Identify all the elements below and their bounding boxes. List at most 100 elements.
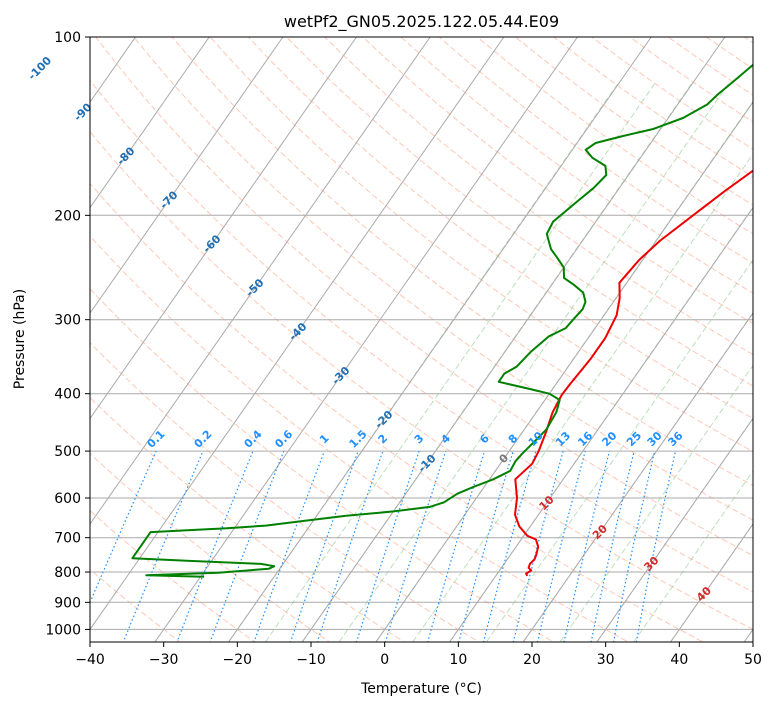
mixing-ratio-label: 0.6 bbox=[272, 427, 295, 450]
moist-adiabat-line bbox=[486, 259, 753, 642]
mixing-ratio-label: 0.4 bbox=[242, 427, 265, 450]
warm-isotherm-label: 40 bbox=[694, 584, 714, 604]
isotherm-line bbox=[743, 628, 753, 642]
isotherm-label: -10 bbox=[415, 452, 438, 475]
x-axis-ticks: −40 −30 −20 −10 0 10 20 30 40 50 bbox=[75, 642, 762, 668]
dry-adiabat-line bbox=[90, 235, 630, 642]
isotherm-line bbox=[522, 312, 753, 642]
y-axis-label: Pressure (hPa) bbox=[12, 289, 28, 389]
isotherm-line bbox=[90, 37, 431, 525]
y-axis-ticks: 1000 900 800 700 600 500 400 300 200 100 bbox=[45, 30, 90, 638]
x-tick-label: 40 bbox=[670, 652, 688, 668]
mixing-ratio-lines bbox=[90, 450, 677, 642]
y-tick-label: 800 bbox=[54, 565, 81, 581]
mixing-ratio-label: 30 bbox=[645, 429, 665, 449]
dewpoint-line bbox=[131, 63, 753, 578]
mixing-ratio-line bbox=[536, 450, 586, 642]
mixing-ratio-line bbox=[590, 450, 635, 642]
dry-adiabats bbox=[90, 37, 753, 642]
x-axis-label: Temperature (°C) bbox=[360, 681, 482, 697]
dry-adiabat-line bbox=[90, 288, 555, 642]
moist-adiabat-line bbox=[670, 522, 753, 642]
pressure-gridlines bbox=[90, 37, 753, 630]
x-tick-label: 30 bbox=[597, 652, 615, 668]
mixing-ratio-line bbox=[253, 450, 325, 642]
mixing-ratio-label: 8 bbox=[506, 432, 521, 447]
dry-adiabat-line bbox=[90, 130, 753, 630]
warm-isotherm-label: 10 bbox=[537, 493, 557, 513]
x-tick-label: 10 bbox=[449, 652, 467, 668]
x-tick-label: −20 bbox=[223, 652, 253, 668]
isotherm-line bbox=[90, 37, 357, 420]
moist-adiabat-line bbox=[633, 470, 753, 642]
isotherm-label: -100 bbox=[26, 54, 55, 83]
dry-adiabat-line bbox=[247, 37, 753, 420]
x-tick-label: −40 bbox=[75, 652, 105, 668]
mixing-ratio-label: 2 bbox=[376, 432, 391, 447]
mixing-ratio-label: 25 bbox=[624, 429, 644, 449]
y-tick-label: 600 bbox=[54, 491, 81, 507]
y-tick-label: 900 bbox=[54, 595, 81, 611]
dry-adiabat-line bbox=[400, 37, 753, 294]
skewed-isotherms bbox=[0, 37, 753, 642]
y-tick-label: 300 bbox=[54, 313, 81, 329]
plot-frame bbox=[89, 36, 754, 643]
chart-title: wetPf2_GN05.2025.122.05.44.E09 bbox=[284, 12, 559, 32]
y-tick-label: 1000 bbox=[45, 622, 81, 638]
x-tick-label: −10 bbox=[296, 652, 326, 668]
moist-adiabat-line bbox=[265, 83, 655, 642]
mixing-ratio-line bbox=[316, 450, 384, 642]
moist-adiabat-line bbox=[449, 206, 753, 642]
dry-adiabat-line bbox=[90, 510, 256, 642]
moist-adiabat-line bbox=[596, 417, 753, 642]
isotherm-label: -50 bbox=[243, 276, 266, 299]
x-tick-label: 0 bbox=[380, 652, 389, 668]
mixing-ratio-label: 0.2 bbox=[192, 428, 215, 451]
mixing-ratio-line bbox=[458, 450, 514, 642]
mixing-ratio-label: 0.1 bbox=[145, 428, 168, 451]
dry-adiabat-line bbox=[90, 182, 704, 642]
isotherm-label: -30 bbox=[329, 364, 352, 387]
dry-adiabat-line bbox=[90, 79, 753, 593]
isotherm-line bbox=[449, 206, 753, 642]
y-tick-label: 700 bbox=[54, 531, 81, 547]
dry-adiabat-line bbox=[133, 37, 753, 521]
x-tick-label: 20 bbox=[523, 652, 541, 668]
moist-adiabat-line bbox=[338, 83, 729, 642]
y-tick-label: 500 bbox=[54, 444, 81, 460]
dry-adiabat-line bbox=[362, 37, 753, 325]
isotherm-line bbox=[90, 37, 210, 209]
mixing-ratio-line bbox=[482, 450, 537, 642]
dry-adiabat-line bbox=[629, 37, 753, 123]
moist-adiabat-line bbox=[559, 364, 753, 642]
isotherm-label: -40 bbox=[286, 320, 309, 343]
dry-adiabat-line bbox=[90, 568, 181, 642]
isotherm-line bbox=[90, 37, 284, 314]
dry-adiabat-line bbox=[95, 37, 753, 557]
mixing-ratio-label: 1.5 bbox=[347, 428, 370, 451]
warm-isotherm-label: 0 bbox=[497, 451, 512, 466]
x-tick-label: −30 bbox=[149, 652, 179, 668]
dry-adiabat-line bbox=[323, 37, 753, 356]
y-tick-label: 100 bbox=[54, 30, 81, 46]
y-tick-label: 200 bbox=[54, 208, 81, 224]
mixing-ratio-line bbox=[427, 450, 486, 642]
isotherm-label: -20 bbox=[372, 408, 395, 431]
mixing-ratio-label: 16 bbox=[575, 429, 595, 449]
dry-adiabat-line bbox=[171, 37, 753, 487]
mixing-ratio-line bbox=[563, 450, 611, 642]
mixing-ratio-line bbox=[512, 450, 564, 642]
dry-adiabat-line bbox=[209, 37, 753, 453]
mixing-ratio-label: 13 bbox=[553, 429, 573, 449]
mixing-ratio-line bbox=[90, 450, 157, 604]
mixing-ratio-label: 20 bbox=[599, 429, 619, 449]
dry-adiabat-line bbox=[476, 37, 753, 235]
mixing-ratio-line bbox=[612, 450, 656, 642]
moist-adiabats bbox=[228, 83, 753, 642]
isotherm-line bbox=[670, 523, 753, 642]
isotherm-line bbox=[0, 37, 62, 642]
isotherm-line bbox=[90, 37, 505, 631]
dry-adiabat-line bbox=[90, 396, 406, 642]
isotherm-line bbox=[596, 417, 753, 642]
y-tick-label: 400 bbox=[54, 387, 81, 403]
